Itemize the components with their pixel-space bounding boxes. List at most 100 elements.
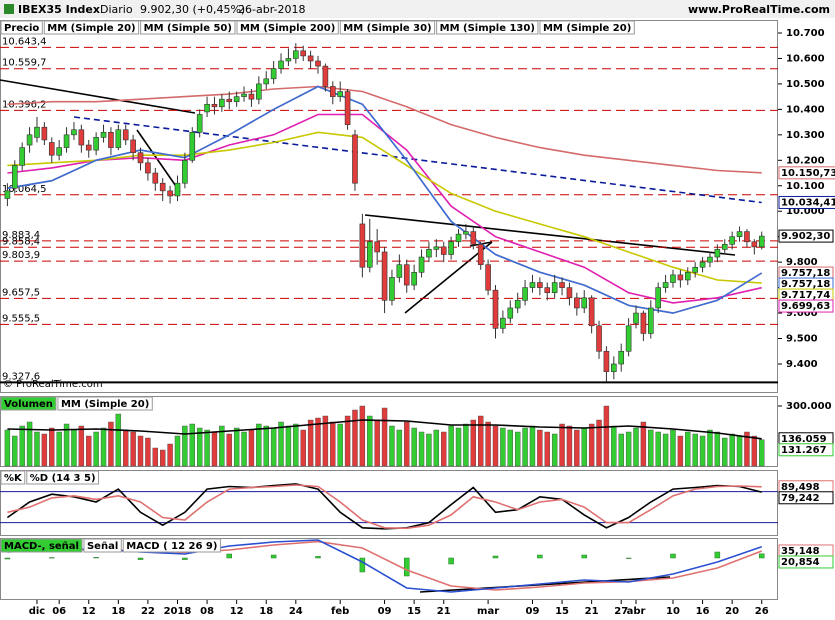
volume-bar bbox=[611, 425, 617, 467]
legend-item: Precio bbox=[4, 23, 39, 34]
y-tick-label: 9.600 bbox=[786, 308, 818, 319]
x-tick-label: 26 bbox=[755, 606, 769, 617]
candle-body bbox=[721, 244, 728, 250]
value-label: 35,148 bbox=[781, 546, 820, 557]
volume-bar bbox=[426, 433, 432, 467]
volume-bar bbox=[514, 431, 521, 467]
volume-bar bbox=[670, 429, 676, 467]
x-tick-label: abr bbox=[627, 606, 646, 617]
candle-body bbox=[374, 241, 380, 253]
volume-bar bbox=[381, 407, 388, 467]
candle-body bbox=[366, 241, 373, 268]
volume-bar bbox=[26, 421, 33, 467]
candle-body bbox=[707, 256, 713, 263]
volume-bar bbox=[352, 409, 358, 467]
volume-bar bbox=[337, 423, 343, 467]
level-label: 9.657,5 bbox=[2, 287, 40, 298]
candle-body bbox=[204, 103, 210, 113]
value-label-box bbox=[778, 299, 834, 313]
volume-bar bbox=[56, 431, 62, 467]
candle-body bbox=[233, 96, 240, 103]
volume-bar bbox=[196, 427, 203, 467]
legend-item: MM (Simple 30) bbox=[343, 23, 431, 34]
volume-bar bbox=[441, 431, 447, 467]
volume-bar bbox=[744, 431, 750, 467]
histogram-bar bbox=[93, 557, 99, 559]
volume-bar bbox=[108, 421, 114, 467]
legend-box bbox=[339, 20, 436, 35]
volume-bar bbox=[123, 429, 129, 467]
legend-item: MM (Simple 200) bbox=[240, 23, 335, 34]
volume-bar bbox=[256, 423, 262, 467]
volume-bar bbox=[433, 429, 440, 467]
value-label: 20,854 bbox=[781, 557, 820, 568]
histogram-bar bbox=[492, 555, 499, 559]
x-tick-label: 18 bbox=[259, 606, 273, 617]
x-tick-label: 06 bbox=[52, 606, 66, 617]
volume-bar bbox=[159, 449, 166, 467]
x-tick-label: 27 bbox=[614, 606, 628, 617]
candle-body bbox=[11, 165, 18, 189]
candle-body bbox=[270, 68, 277, 80]
candle-body bbox=[758, 235, 765, 248]
value-label: 79,242 bbox=[781, 493, 820, 504]
volume-bar bbox=[78, 425, 85, 467]
x-tick-label: 24 bbox=[289, 606, 303, 617]
candle-body bbox=[559, 282, 565, 288]
volume-bar bbox=[625, 431, 632, 467]
volume-bar bbox=[19, 425, 25, 467]
candle-body bbox=[241, 93, 247, 97]
candle-body bbox=[455, 233, 462, 243]
candle-body bbox=[736, 231, 743, 237]
line-series bbox=[7, 484, 762, 530]
legend-box bbox=[436, 20, 539, 35]
volume-bar bbox=[551, 433, 558, 467]
candle-body bbox=[174, 182, 181, 197]
value-label: 9.717,74 bbox=[781, 290, 830, 301]
candle-body bbox=[640, 312, 647, 334]
candle-body bbox=[477, 244, 484, 265]
x-tick-label: 22 bbox=[141, 606, 155, 617]
header-bar bbox=[0, 0, 835, 18]
candle-body bbox=[537, 282, 543, 288]
y-tick-label: 10.600 bbox=[786, 53, 825, 64]
x-tick-label: 15 bbox=[555, 606, 569, 617]
candle-body bbox=[196, 114, 203, 133]
histogram-bar bbox=[670, 553, 676, 559]
volume-bar bbox=[307, 419, 314, 467]
volume-bar bbox=[278, 421, 284, 467]
level-label: 9.555,5 bbox=[2, 313, 40, 324]
x-tick-label: 12 bbox=[230, 606, 244, 617]
volume-bar bbox=[12, 435, 18, 467]
x-tick-label: 16 bbox=[696, 606, 710, 617]
legend-item: MM (Simple 50) bbox=[144, 23, 232, 34]
candle-body bbox=[182, 159, 188, 184]
volume-bar bbox=[455, 427, 462, 467]
candle-body bbox=[85, 144, 92, 151]
candle-body bbox=[470, 231, 477, 245]
copyright: © ProRealTime.com bbox=[3, 379, 103, 390]
volume-bar bbox=[359, 405, 366, 467]
level-label: 10.396,2 bbox=[2, 99, 47, 110]
volume-bar bbox=[707, 429, 713, 467]
volume-bar bbox=[182, 425, 188, 467]
candle-body bbox=[699, 261, 706, 268]
candle-body bbox=[71, 129, 77, 136]
candle-body bbox=[307, 55, 314, 62]
x-tick-label: 09 bbox=[378, 606, 392, 617]
candle-body bbox=[662, 282, 669, 288]
candle-body bbox=[256, 83, 262, 100]
volume-bar bbox=[559, 423, 565, 467]
level-label: 9.883,4 bbox=[2, 230, 40, 241]
value-label: 9.757,18 bbox=[781, 279, 830, 290]
legend-box bbox=[140, 20, 236, 35]
candle-body bbox=[211, 103, 218, 108]
trend-line bbox=[404, 241, 493, 314]
volume-bar bbox=[241, 431, 247, 467]
volume-bar bbox=[633, 427, 639, 467]
volume-bar bbox=[167, 443, 173, 467]
x-tick-label: 2018 bbox=[164, 606, 192, 617]
y-tick-label: 10.700 bbox=[786, 28, 825, 39]
candle-body bbox=[485, 264, 491, 291]
volume-bar bbox=[270, 427, 277, 467]
